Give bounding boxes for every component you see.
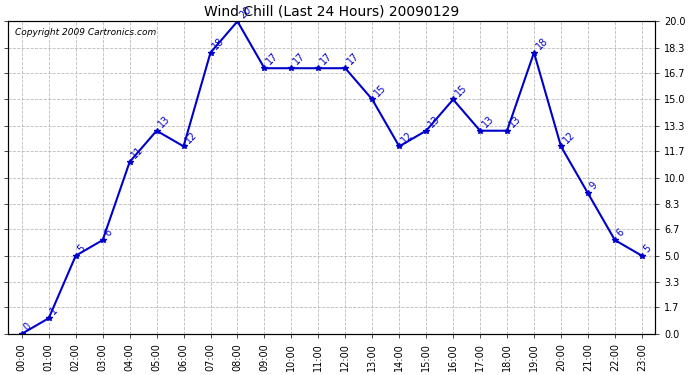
Text: 12: 12 bbox=[184, 129, 199, 145]
Text: 18: 18 bbox=[210, 36, 226, 51]
Text: 20: 20 bbox=[237, 4, 253, 20]
Text: 13: 13 bbox=[507, 114, 522, 129]
Text: 13: 13 bbox=[426, 114, 442, 129]
Text: 6: 6 bbox=[615, 227, 626, 239]
Text: 17: 17 bbox=[345, 51, 361, 67]
Text: 12: 12 bbox=[399, 129, 415, 145]
Text: 17: 17 bbox=[264, 51, 280, 67]
Text: 1: 1 bbox=[49, 305, 60, 317]
Text: Copyright 2009 Cartronics.com: Copyright 2009 Cartronics.com bbox=[14, 28, 156, 37]
Text: 5: 5 bbox=[642, 243, 653, 254]
Text: 0: 0 bbox=[21, 321, 33, 333]
Text: 15: 15 bbox=[372, 82, 388, 98]
Text: 18: 18 bbox=[534, 36, 550, 51]
Text: 13: 13 bbox=[480, 114, 495, 129]
Text: 11: 11 bbox=[130, 145, 146, 160]
Text: 17: 17 bbox=[291, 51, 307, 67]
Text: 6: 6 bbox=[103, 227, 114, 239]
Title: Wind Chill (Last 24 Hours) 20090129: Wind Chill (Last 24 Hours) 20090129 bbox=[204, 5, 460, 19]
Text: 15: 15 bbox=[453, 82, 469, 98]
Text: 9: 9 bbox=[588, 180, 599, 192]
Text: 13: 13 bbox=[157, 114, 172, 129]
Text: 5: 5 bbox=[76, 243, 87, 254]
Text: 12: 12 bbox=[561, 129, 577, 145]
Text: 17: 17 bbox=[318, 51, 334, 67]
